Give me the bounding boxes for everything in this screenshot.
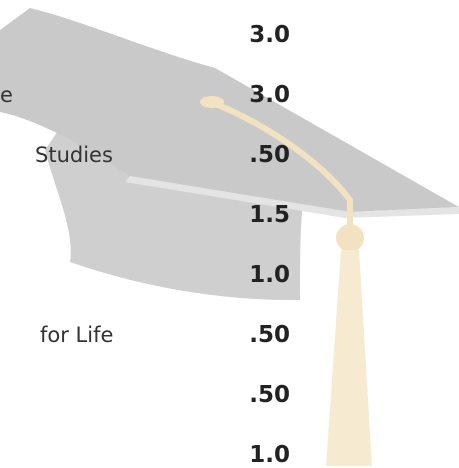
credit-value: 3.0: [249, 82, 290, 108]
cap-board-edge: [125, 176, 459, 218]
course-name: e: [0, 83, 13, 107]
credit-value: 3.0: [249, 22, 290, 48]
tassel-cord: [202, 97, 353, 235]
credit-value: 1.0: [249, 442, 290, 468]
credit-value: .50: [249, 142, 290, 168]
course-name: Studies: [35, 143, 113, 167]
credit-value: 1.0: [249, 262, 290, 288]
credit-value: .50: [249, 382, 290, 408]
credit-value: 1.5: [249, 202, 290, 228]
tassel-fringe: [326, 250, 372, 466]
tassel-knot: [336, 224, 364, 252]
tassel-button: [200, 96, 224, 108]
course-name: for Life: [40, 323, 114, 347]
credit-value: .50: [249, 322, 290, 348]
